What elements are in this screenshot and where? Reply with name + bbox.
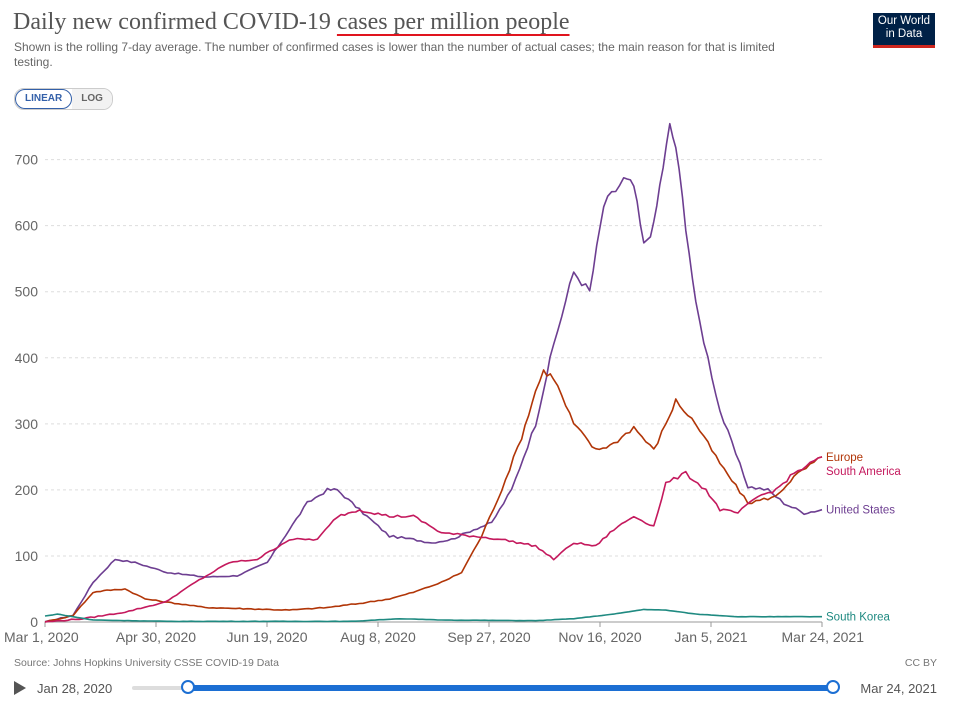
series-label-europe: Europe	[826, 452, 863, 464]
series-line-europe	[44, 369, 823, 623]
y-tick-label: 200	[15, 482, 39, 498]
y-tick-label: 300	[15, 416, 39, 432]
series-label-south-america: South America	[826, 466, 901, 478]
x-tick-label: Mar 24, 2021	[782, 629, 865, 645]
y-tick-label: 0	[30, 614, 38, 630]
series-line-united-states	[44, 122, 823, 623]
play-icon[interactable]	[14, 681, 26, 695]
owid-logo[interactable]: Our World in Data	[873, 13, 935, 47]
timeline-end-handle[interactable]	[826, 680, 840, 694]
timeline-selected-range	[188, 685, 833, 691]
page-subtitle: Shown is the rolling 7-day average. The …	[14, 40, 775, 69]
series-line-south-america	[44, 456, 823, 623]
series-label-united-states: United States	[826, 505, 895, 517]
log-scale-button[interactable]: LOG	[72, 89, 112, 109]
y-tick-label: 700	[15, 152, 39, 168]
timeline-start-label: Jan 28, 2020	[37, 681, 113, 696]
series-labels: Europe South America United States South Ko…	[826, 452, 901, 624]
series-lines	[44, 122, 823, 623]
linear-scale-button[interactable]: LINEAR	[15, 89, 73, 109]
line-chart[interactable]: 0 100 200 300 400 500 600 700 Mar 1, 2020 Apr 30,…	[0, 110, 953, 655]
source-note: Source: Johns Hopkins University CSSE CO…	[14, 657, 279, 669]
series-line-south-korea	[44, 608, 822, 623]
logo-line-1: Our World	[877, 15, 931, 27]
x-tick-label: Nov 16, 2020	[558, 629, 641, 645]
x-tick-label: Mar 1, 2020	[4, 629, 79, 645]
series-label-south-korea: South Korea	[826, 612, 891, 624]
x-tick-label: Apr 30, 2020	[116, 629, 196, 645]
logo-underline	[873, 45, 935, 48]
grid-lines	[45, 159, 822, 623]
license-link[interactable]: CC BY	[904, 657, 937, 669]
y-tick-label: 400	[15, 350, 39, 366]
y-tick-label: 100	[15, 548, 39, 564]
axes: 0 100 200 300 400 500 600 700 Mar 1, 2020 Apr 30,…	[4, 152, 864, 645]
x-tick-label: Aug 8, 2020	[340, 629, 416, 645]
x-tick-label: Jan 5, 2021	[674, 629, 747, 645]
timeline-start-handle[interactable]	[181, 680, 195, 694]
x-tick-label: Sep 27, 2020	[447, 629, 531, 645]
x-tick-label: Jun 19, 2020	[227, 629, 308, 645]
title-highlight: cases per million people	[336, 9, 570, 35]
timeline-end-label: Mar 24, 2021	[860, 681, 937, 696]
scale-toggle: LINEAR LOG	[14, 88, 113, 110]
logo-line-2: in Data	[885, 28, 923, 40]
y-tick-label: 600	[15, 218, 39, 234]
y-tick-label: 500	[15, 284, 39, 300]
timeline: Jan 28, 2020 Mar 24, 2021	[14, 678, 939, 700]
page-title: Daily new confirmed COVID-19 cases per m…	[13, 9, 570, 35]
